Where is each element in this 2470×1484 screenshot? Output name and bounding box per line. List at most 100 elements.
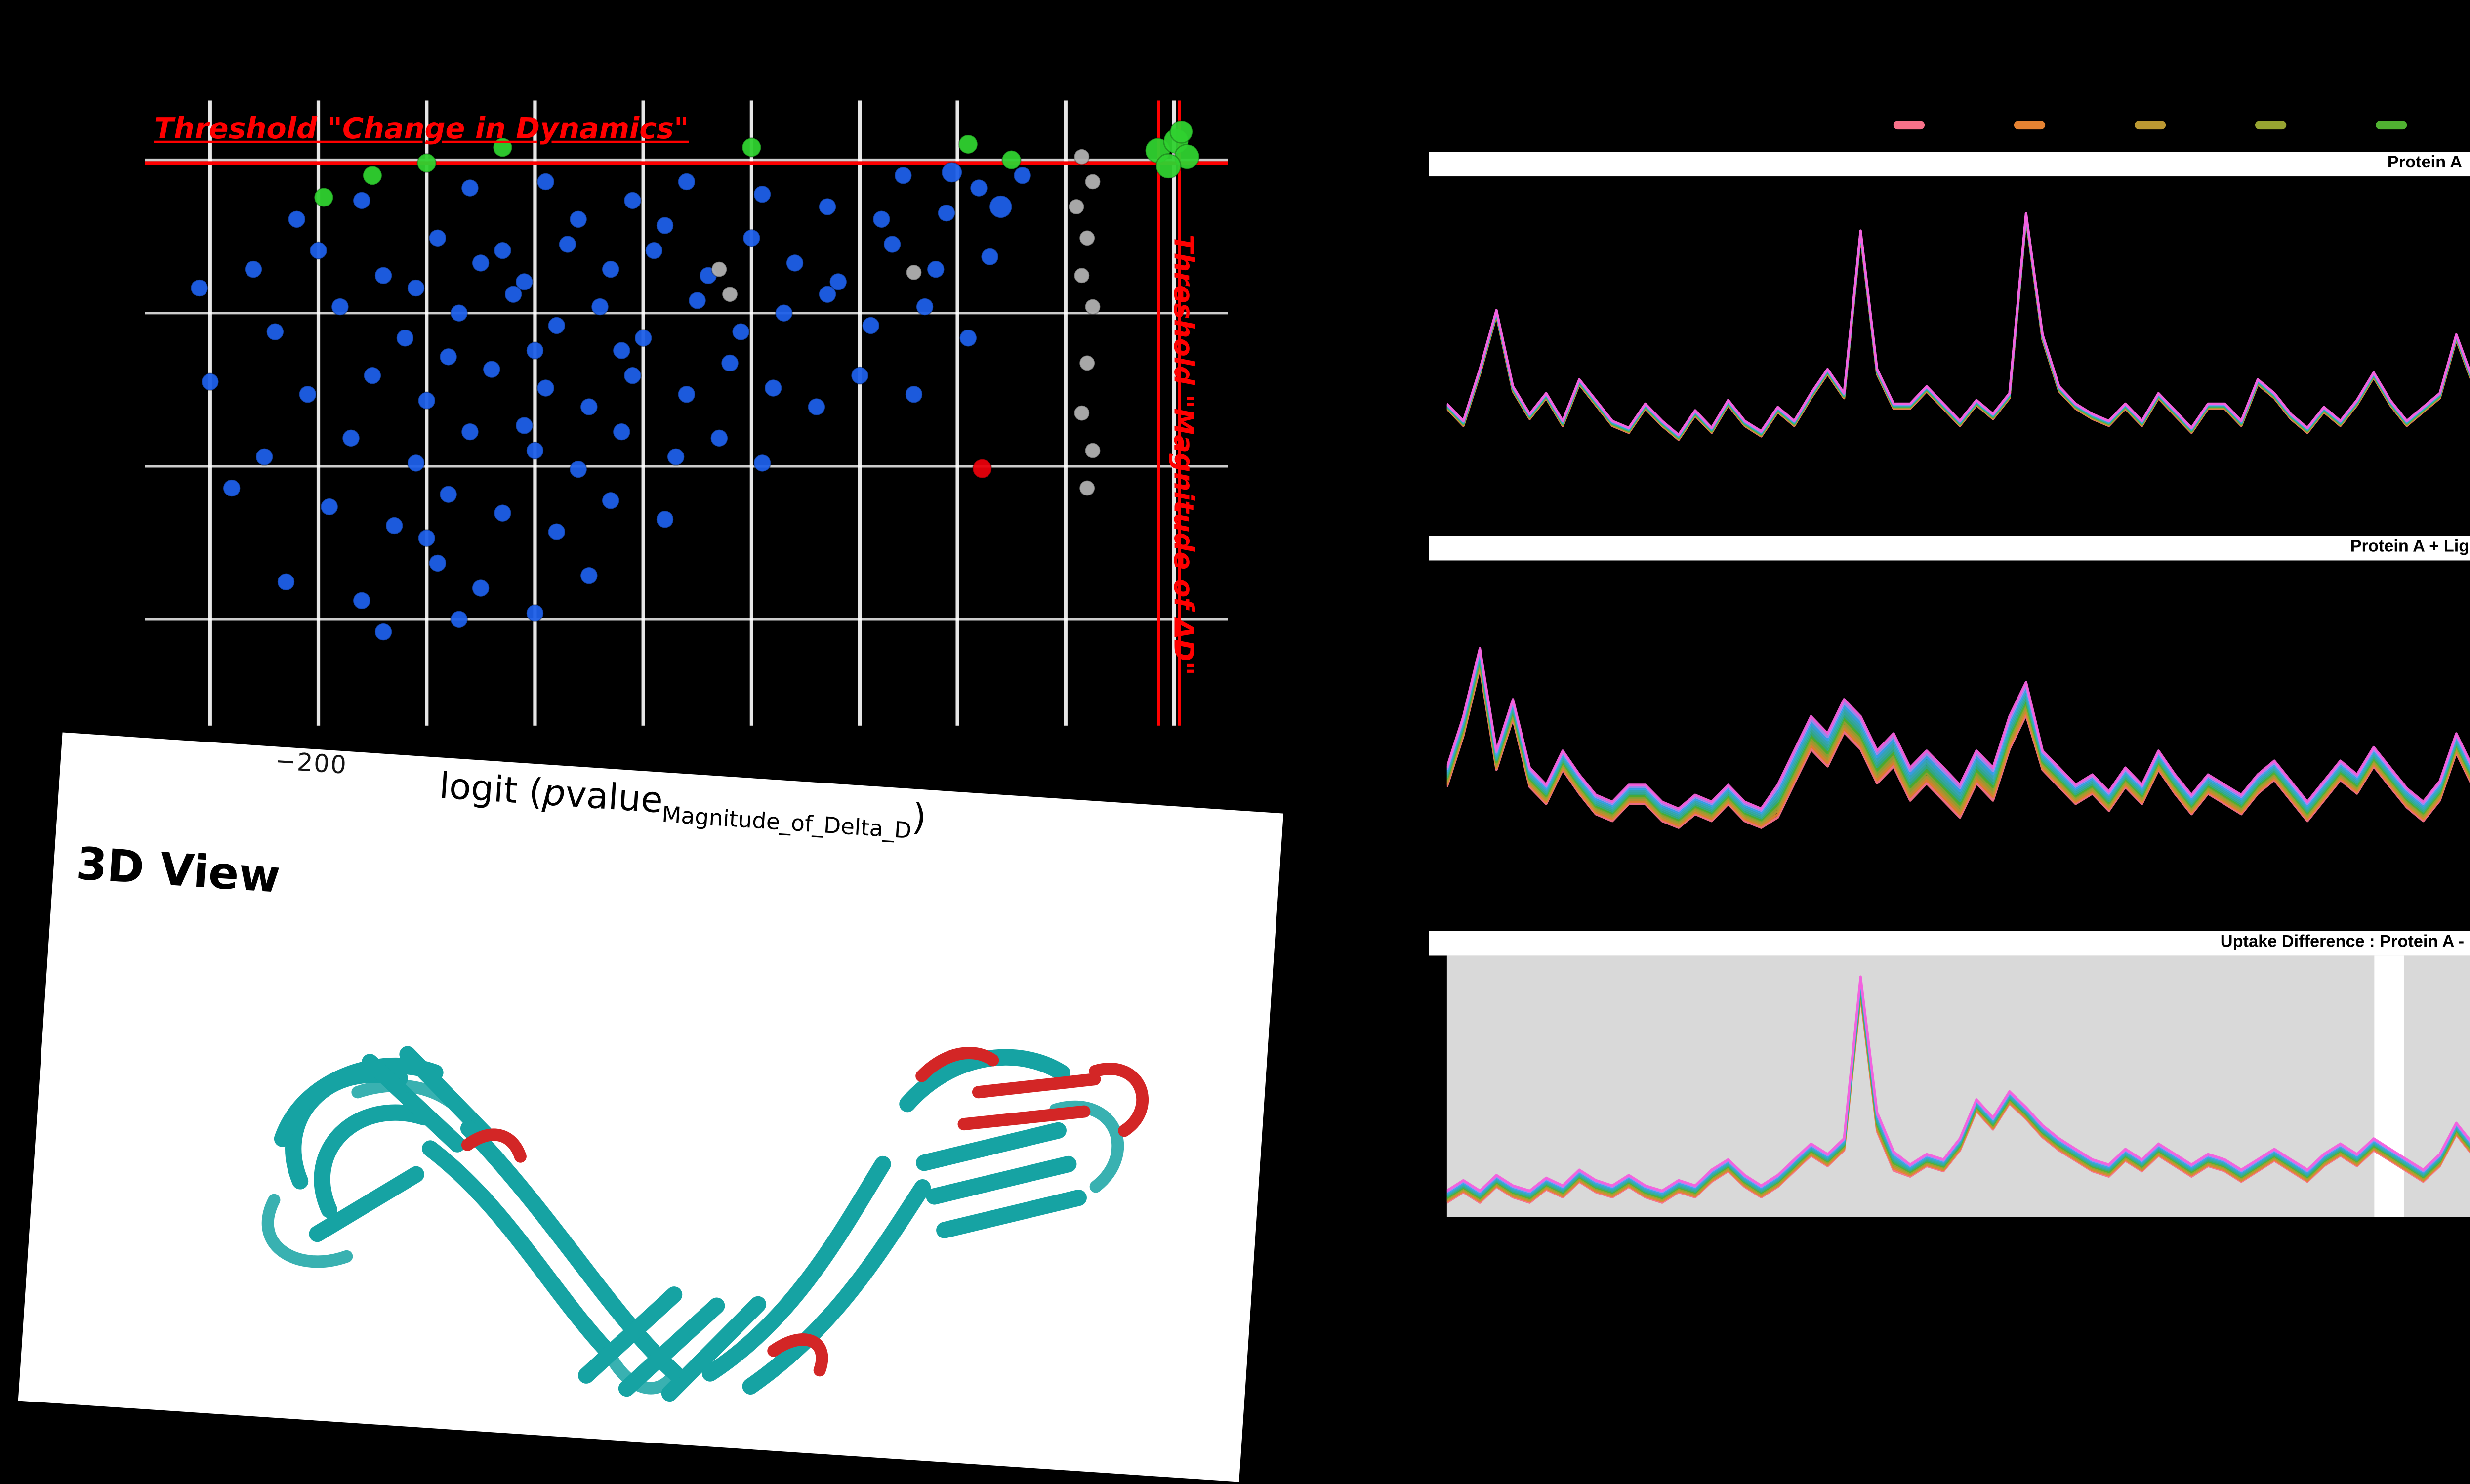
scatter-point-blue[interactable] (385, 516, 404, 535)
scatter-point-blue[interactable] (298, 385, 317, 404)
scatter-point-blue[interactable] (330, 297, 349, 316)
scatter-point-blue[interactable] (547, 316, 566, 335)
uptake-difference-plot[interactable] (1446, 955, 2470, 1217)
scatter-point-blue[interactable] (742, 229, 761, 247)
scatter-point-blue[interactable] (493, 504, 512, 523)
scatter-point-gray[interactable] (1084, 442, 1101, 459)
scatter-point-blue[interactable] (732, 323, 750, 341)
scatter-point-blue[interactable] (493, 241, 512, 260)
scatter-point-blue[interactable] (515, 272, 534, 291)
scatter-point-gray[interactable] (906, 264, 922, 281)
scatter-point-blue[interactable] (352, 591, 371, 610)
scatter-point-green[interactable] (416, 153, 437, 173)
scatter-point-blue[interactable] (710, 429, 729, 448)
scatter-point-blue[interactable] (981, 247, 999, 266)
scatter-point-blue[interactable] (374, 266, 393, 285)
scatter-point-blue[interactable] (941, 162, 963, 183)
scatter-point-blue[interactable] (926, 260, 945, 279)
scatter-point-blue[interactable] (288, 210, 306, 229)
scatter-point-blue[interactable] (417, 529, 436, 547)
scatter-point-blue[interactable] (266, 323, 285, 341)
scatter-point-green[interactable] (362, 165, 383, 186)
scatter-point-gray[interactable] (1073, 148, 1090, 165)
scatter-point-gray[interactable] (1073, 267, 1090, 284)
scatter-point-blue[interactable] (504, 285, 523, 304)
scatter-point-green[interactable] (1001, 150, 1022, 170)
scatter-point-blue[interactable] (482, 360, 501, 379)
scatter-point-blue[interactable] (244, 260, 263, 279)
scatter-point-blue[interactable] (807, 397, 826, 416)
scatter-point-blue[interactable] (407, 279, 425, 297)
scatter-point-green[interactable] (314, 187, 334, 207)
scatter-point-blue[interactable] (753, 185, 772, 204)
scatter-point-blue[interactable] (352, 191, 371, 210)
scatter-point-blue[interactable] (515, 416, 534, 435)
scatter-point-blue[interactable] (601, 491, 620, 510)
scatter-point-blue[interactable] (526, 341, 544, 360)
scatter-point-blue[interactable] (634, 329, 653, 347)
scatter-point-gray[interactable] (1078, 480, 1096, 496)
scatter-point-blue[interactable] (872, 210, 891, 229)
scatter-point-gray[interactable] (1073, 405, 1090, 421)
scatter-point-blue[interactable] (526, 604, 544, 622)
scatter-point-blue[interactable] (601, 260, 620, 279)
scatter-point-blue[interactable] (656, 216, 674, 235)
scatter-point-blue[interactable] (775, 304, 793, 323)
scatter-point-blue[interactable] (547, 523, 566, 541)
scatter-point-blue[interactable] (374, 622, 393, 641)
uptake-plot-protein-a[interactable] (1446, 179, 2470, 525)
scatter-point-blue[interactable] (190, 279, 209, 297)
volcano-scatter-plot[interactable] (145, 100, 1228, 726)
scatter-point-blue[interactable] (753, 453, 772, 472)
scatter-point-blue[interactable] (688, 291, 707, 310)
scatter-point-green[interactable] (493, 137, 513, 158)
scatter-point-blue[interactable] (612, 341, 631, 360)
scatter-point-blue[interactable] (255, 448, 274, 466)
scatter-point-green[interactable] (958, 134, 979, 155)
scatter-point-blue[interactable] (277, 573, 295, 591)
scatter-point-blue[interactable] (818, 198, 837, 216)
scatter-point-blue[interactable] (536, 172, 555, 191)
scatter-point-blue[interactable] (222, 479, 241, 497)
scatter-point-blue[interactable] (818, 285, 837, 304)
scatter-point-blue[interactable] (396, 329, 414, 347)
scatter-point-blue[interactable] (785, 253, 804, 272)
scatter-point-blue[interactable] (309, 241, 328, 260)
scatter-point-blue[interactable] (645, 241, 663, 260)
scatter-point-blue[interactable] (1013, 166, 1032, 185)
scatter-point-gray[interactable] (711, 261, 728, 278)
scatter-point-blue[interactable] (623, 191, 642, 210)
scatter-point-blue[interactable] (894, 166, 912, 185)
scatter-point-blue[interactable] (905, 385, 923, 404)
uptake-plot-protein-a-ligand[interactable] (1446, 563, 2470, 905)
scatter-point-blue[interactable] (471, 578, 490, 598)
scatter-point-blue[interactable] (969, 179, 988, 198)
scatter-point-blue[interactable] (569, 460, 588, 479)
scatter-point-blue[interactable] (526, 441, 544, 460)
scatter-point-blue[interactable] (450, 610, 468, 629)
scatter-point-blue[interactable] (417, 391, 436, 410)
scatter-point-gray[interactable] (1084, 298, 1101, 315)
scatter-point-green[interactable] (1155, 153, 1182, 179)
scatter-point-red[interactable] (972, 458, 992, 479)
scatter-point-blue[interactable] (471, 253, 490, 272)
scatter-point-blue[interactable] (460, 422, 479, 441)
scatter-point-blue[interactable] (851, 366, 869, 385)
scatter-point-blue[interactable] (666, 448, 685, 466)
scatter-point-gray[interactable] (721, 286, 739, 303)
scatter-point-green[interactable] (1169, 120, 1194, 144)
scatter-point-blue[interactable] (569, 210, 588, 229)
scatter-point-green[interactable] (741, 137, 762, 158)
scatter-point-blue[interactable] (428, 229, 447, 247)
scatter-point-blue[interactable] (201, 372, 219, 391)
scatter-point-blue[interactable] (320, 497, 339, 516)
scatter-point-blue[interactable] (677, 385, 696, 404)
scatter-point-blue[interactable] (829, 272, 848, 291)
scatter-point-gray[interactable] (1068, 198, 1085, 215)
scatter-point-blue[interactable] (450, 304, 468, 323)
scatter-point-blue[interactable] (558, 235, 577, 253)
scatter-point-blue[interactable] (656, 510, 674, 529)
scatter-point-blue[interactable] (720, 354, 740, 372)
scatter-point-blue[interactable] (862, 316, 880, 335)
scatter-point-blue[interactable] (677, 172, 696, 191)
